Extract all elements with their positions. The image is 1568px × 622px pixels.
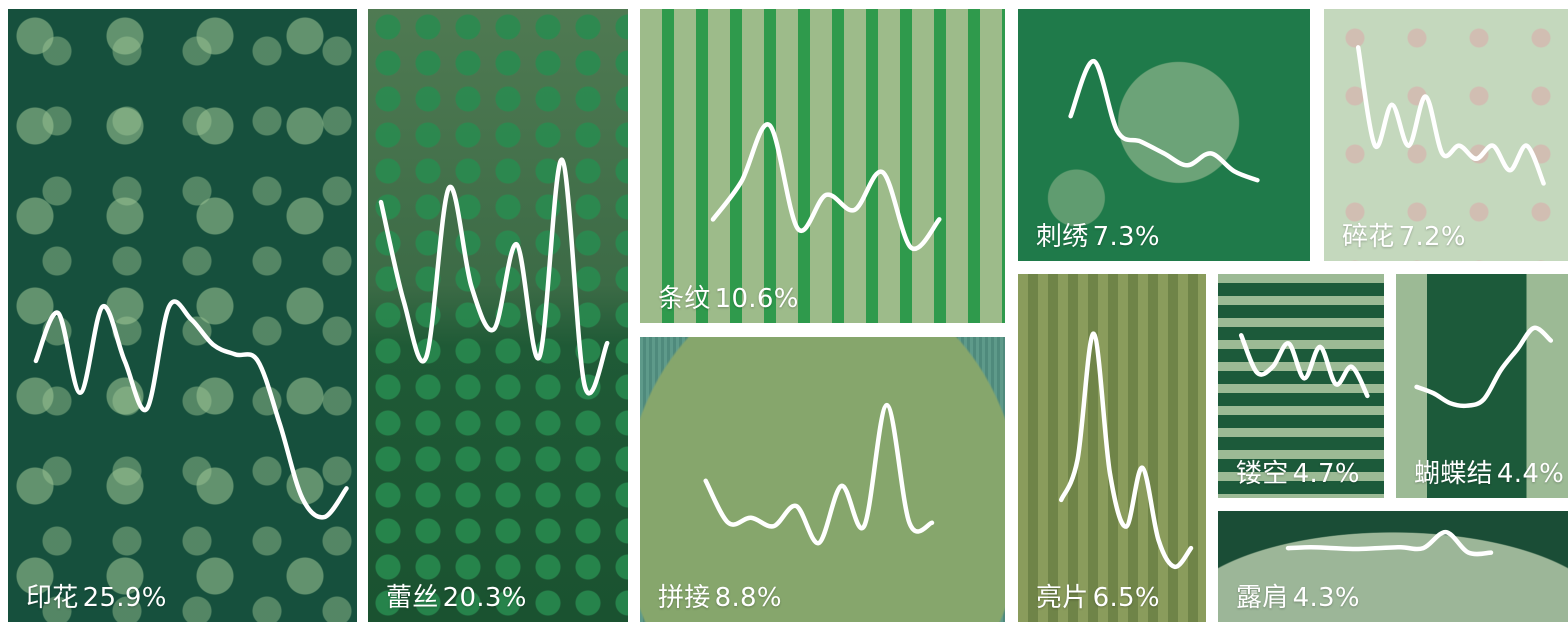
bow-trend-line: [1414, 325, 1554, 409]
stripe-trend-line: [710, 122, 942, 252]
tile-bow: 蝴蝶结 4.4%: [1396, 274, 1568, 498]
off_shoulder-trend-path: [1285, 529, 1494, 557]
category-percent: 8.8%: [714, 583, 782, 613]
category-name: 碎花: [1342, 222, 1395, 252]
tile-label: 镂空 4.7%: [1236, 453, 1360, 490]
sequin-trend-path: [1058, 331, 1194, 570]
category-name: 条纹: [658, 284, 711, 314]
embroidery-trend-line: [1068, 58, 1260, 183]
sequin-trend-line: [1058, 331, 1194, 570]
tile-label: 拼接 8.8%: [658, 577, 782, 614]
patch-trend-path: [703, 402, 935, 546]
hollow-trend-line: [1238, 333, 1370, 399]
category-percent: 4.7%: [1292, 459, 1360, 489]
bow-trend-path: [1414, 325, 1554, 409]
print-trend-path: [33, 299, 349, 520]
hollow-texture: [1218, 274, 1384, 498]
tile-lace: 蕾丝 20.3%: [368, 9, 628, 622]
category-name: 刺绣: [1036, 222, 1089, 252]
category-percent: 4.4%: [1496, 459, 1565, 489]
patch-texture: [640, 337, 1005, 622]
print-texture: [8, 9, 357, 622]
off-shoulder-trend-line: [1285, 529, 1494, 557]
category-name: 印花: [26, 583, 79, 613]
stripe-texture: [640, 9, 1005, 323]
category-percent: 4.3%: [1292, 583, 1360, 613]
category-name: 露肩: [1236, 583, 1289, 613]
tile-sequin: 亮片 6.5%: [1018, 274, 1206, 622]
off-shoulder-texture: [1218, 511, 1568, 622]
tile-floral: 碎花 7.2%: [1324, 9, 1568, 261]
embroidery-trend-path: [1068, 58, 1260, 183]
category-percent: 20.3%: [442, 583, 527, 613]
tile-patch: 拼接 8.8%: [640, 337, 1005, 622]
tile-label: 刺绣 7.3%: [1036, 216, 1160, 253]
category-percent: 25.9%: [82, 583, 167, 613]
tile-off-shoulder: 露肩 4.3%: [1218, 511, 1568, 622]
floral-texture: [1324, 9, 1568, 261]
bow-texture: [1396, 274, 1568, 498]
floral-trend-path: [1355, 45, 1546, 186]
embroidery-texture: [1018, 9, 1310, 261]
lace-trend-path: [378, 157, 610, 396]
tile-label: 条纹 10.6%: [658, 278, 799, 315]
tile-label: 印花 25.9%: [26, 577, 167, 614]
tile-label: 露肩 4.3%: [1236, 577, 1360, 614]
patch-trend-line: [703, 402, 935, 546]
sequin-texture: [1018, 274, 1206, 622]
category-name: 镂空: [1236, 459, 1289, 489]
tile-label: 蝴蝶结 4.4%: [1414, 453, 1564, 490]
tile-label: 亮片 6.5%: [1036, 577, 1160, 614]
category-name: 拼接: [658, 583, 711, 613]
category-percent: 6.5%: [1092, 583, 1160, 613]
floral-trend-line: [1355, 45, 1546, 186]
hollow-trend-path: [1238, 333, 1370, 399]
tile-embroidery: 刺绣 7.3%: [1018, 9, 1310, 261]
tile-stripe: 条纹 10.6%: [640, 9, 1005, 323]
category-name: 蕾丝: [386, 583, 439, 613]
stripe-trend-path: [710, 122, 942, 252]
tile-label: 蕾丝 20.3%: [386, 577, 527, 614]
tile-hollow: 镂空 4.7%: [1218, 274, 1384, 498]
category-name: 蝴蝶结: [1414, 459, 1493, 489]
lace-trend-line: [378, 157, 610, 396]
category-name: 亮片: [1036, 583, 1089, 613]
category-percent: 7.3%: [1092, 222, 1160, 252]
print-trend-line: [33, 299, 349, 520]
tile-print: 印花 25.9%: [8, 9, 357, 622]
category-percent: 10.6%: [714, 284, 799, 314]
tile-label: 碎花 7.2%: [1342, 216, 1466, 253]
category-percent: 7.2%: [1398, 222, 1466, 252]
